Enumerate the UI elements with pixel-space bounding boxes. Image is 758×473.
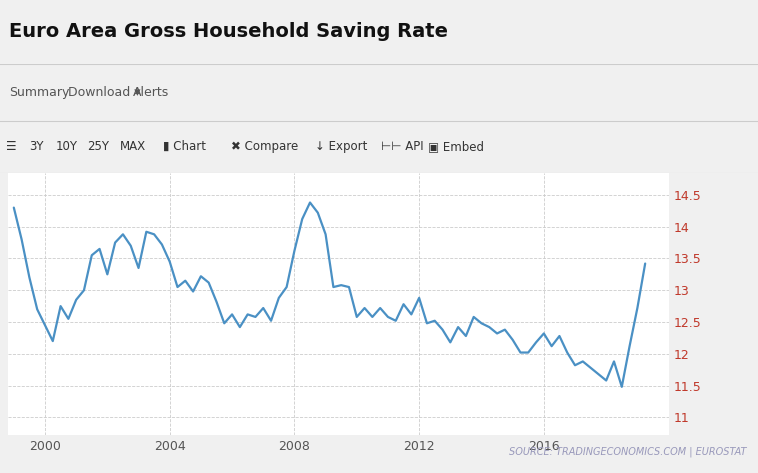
Text: ↓ Export: ↓ Export <box>315 140 367 153</box>
Text: SOURCE: TRADINGECONOMICS.COM | EUROSTAT: SOURCE: TRADINGECONOMICS.COM | EUROSTAT <box>509 447 747 457</box>
Text: ☰: ☰ <box>6 140 17 153</box>
Text: MAX: MAX <box>120 140 146 153</box>
Text: ⊢⊢ API: ⊢⊢ API <box>381 140 424 153</box>
Text: 10Y: 10Y <box>55 140 77 153</box>
Text: ✖ Compare: ✖ Compare <box>231 140 299 153</box>
Text: Alerts: Alerts <box>133 86 169 99</box>
Text: 3Y: 3Y <box>29 140 43 153</box>
Text: Summary: Summary <box>9 86 70 99</box>
Text: Euro Area Gross Household Saving Rate: Euro Area Gross Household Saving Rate <box>9 22 448 42</box>
Text: ▮ Chart: ▮ Chart <box>163 140 206 153</box>
Text: ▣ Embed: ▣ Embed <box>428 140 484 153</box>
Text: Download ▾: Download ▾ <box>68 86 141 99</box>
Text: 25Y: 25Y <box>87 140 109 153</box>
